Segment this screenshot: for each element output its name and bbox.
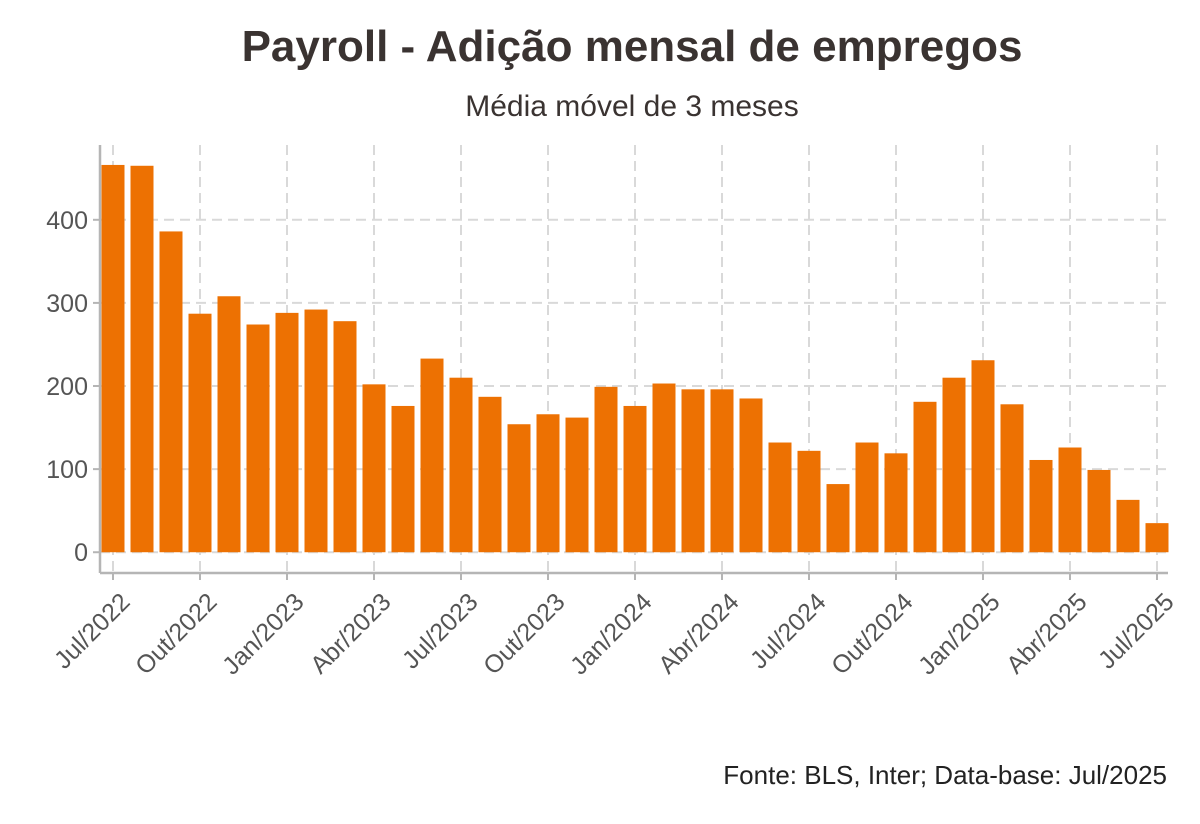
bar-jul-2022: [101, 164, 125, 553]
bar-mar-2025: [1029, 459, 1053, 553]
bar-jul-2023: [449, 377, 473, 553]
x-tick-label: Abr/2023: [305, 588, 397, 680]
bar-abr-2023: [362, 384, 386, 553]
bar-ago-2023: [478, 396, 502, 553]
y-axis-ticks: 0 100 200 300 400: [46, 207, 100, 567]
bar-jan-2024: [623, 405, 647, 553]
bar-ago-2022: [130, 165, 154, 553]
x-tick-label: Out/2023: [478, 588, 571, 681]
chart-caption: Fonte: BLS, Inter; Data-base: Jul/2025: [723, 760, 1167, 790]
bar-abr-2024: [710, 389, 734, 553]
x-tick-label: Jul/2024: [745, 588, 832, 675]
bar-jul-2025: [1145, 523, 1169, 553]
bar-dez-2024: [942, 377, 966, 553]
bar-ago-2024: [826, 484, 850, 553]
bar-set-2022: [159, 231, 183, 553]
bar-dez-2023: [594, 386, 618, 553]
bar-out-2023: [536, 414, 560, 553]
bar-mar-2024: [681, 389, 705, 553]
bar-mai-2024: [739, 398, 763, 553]
bar-nov-2024: [913, 401, 937, 553]
bar-set-2023: [507, 424, 531, 553]
bar-dez-2022: [246, 324, 270, 553]
x-tick-label: Jul/2025: [1093, 588, 1180, 675]
bar-jun-2024: [768, 442, 792, 553]
y-tick-label: 300: [46, 290, 88, 318]
x-tick-label: Jul/2023: [397, 588, 484, 675]
bar-nov-2022: [217, 296, 241, 553]
chart-title: Payroll - Adição mensal de empregos: [241, 22, 1023, 71]
bar-fev-2024: [652, 383, 676, 553]
bar-mar-2023: [333, 321, 357, 553]
chart-subtitle: Média móvel de 3 meses: [465, 90, 799, 123]
x-tick-label: Out/2024: [826, 588, 919, 681]
y-tick-label: 100: [46, 456, 88, 484]
bar-fev-2025: [1000, 404, 1024, 553]
x-tick-label: Abr/2025: [1001, 588, 1093, 680]
x-tick-label: Jan/2025: [913, 588, 1006, 681]
x-tick-label: Out/2022: [130, 588, 223, 681]
bar-abr-2025: [1058, 447, 1082, 553]
y-tick-label: 400: [46, 207, 88, 235]
bar-nov-2023: [565, 417, 589, 553]
bar-mai-2023: [391, 405, 415, 553]
bar-out-2024: [884, 453, 908, 553]
y-tick-label: 0: [74, 539, 88, 567]
bar-set-2024: [855, 442, 879, 553]
bar-out-2022: [188, 313, 212, 553]
x-tick-label: Jan/2024: [565, 588, 658, 681]
x-tick-label: Jan/2023: [217, 588, 310, 681]
x-tick-label: Abr/2024: [653, 588, 745, 680]
bar-jul-2024: [797, 450, 821, 553]
bar-fev-2023: [304, 309, 328, 553]
bar-mai-2025: [1087, 469, 1111, 553]
bar-jun-2025: [1116, 499, 1140, 553]
x-tick-label: Jul/2022: [49, 588, 136, 675]
bar-jun-2023: [420, 358, 444, 553]
y-tick-label: 200: [46, 373, 88, 401]
bar-jan-2023: [275, 312, 299, 553]
bar-series: [101, 164, 1169, 553]
bar-jan-2025: [971, 360, 995, 553]
